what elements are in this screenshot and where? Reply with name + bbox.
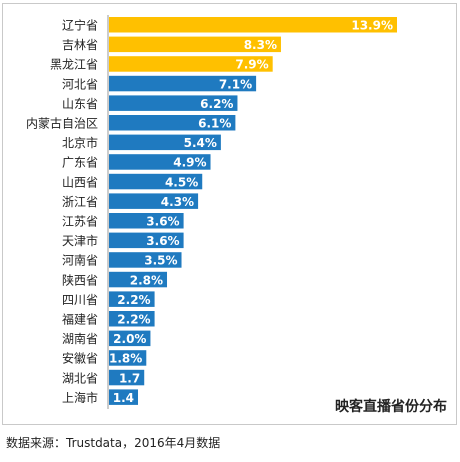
category-label-14: 四川省	[62, 293, 98, 307]
value-label-12: 3.5%	[144, 254, 177, 268]
category-label-7: 广东省	[62, 156, 98, 170]
value-label-16: 2.0%	[113, 332, 146, 346]
value-label-0: 13.9%	[351, 19, 393, 33]
category-label-6: 北京市	[62, 135, 98, 150]
value-label-18: 1.7	[119, 371, 140, 385]
value-label-1: 8.3%	[244, 38, 277, 52]
category-label-4: 山东省	[62, 97, 98, 111]
value-label-3: 7.1%	[219, 77, 252, 91]
category-label-1: 吉林省	[62, 38, 98, 52]
category-label-17: 安徽省	[62, 351, 98, 366]
bar-3	[109, 75, 257, 92]
category-label-13: 陕西省	[62, 272, 98, 287]
bar-12	[109, 252, 182, 268]
value-label-5: 6.1%	[198, 117, 231, 131]
bar-9	[109, 193, 199, 209]
category-label-15: 福建省	[62, 312, 98, 327]
bar-19	[109, 389, 139, 405]
value-label-15: 2.2%	[117, 313, 150, 327]
category-label-10: 江苏省	[62, 215, 98, 229]
bar-6	[109, 134, 221, 151]
bar-0	[109, 17, 397, 33]
bar-15	[109, 311, 155, 327]
bars-layer: 辽宁省 13.9% 吉林省 8.3% 黑龙江省 7.9% 河北省 7.1% 山东省 6.2% 内蒙古…	[26, 15, 397, 409]
category-label-9: 浙江省	[62, 195, 98, 209]
category-label-3: 河北省	[62, 77, 98, 91]
value-label-11: 3.6%	[146, 234, 179, 248]
value-label-7: 4.9%	[173, 156, 206, 170]
chart-title: 映客直播省份分布	[335, 398, 447, 415]
value-label-19: 1.4	[113, 391, 134, 405]
value-label-4: 6.2%	[200, 97, 233, 111]
value-label-17: 1.8%	[109, 352, 142, 366]
category-label-2: 黑龙江省	[50, 58, 98, 72]
category-label-8: 山西省	[62, 175, 98, 189]
footer-source: 数据来源：Trustdata，2016年4月数据	[6, 436, 221, 450]
bar-chart: 辽宁省 13.9% 吉林省 8.3% 黑龙江省 7.9% 河北省 7.1% 山东省 6.2% 内蒙古…	[26, 15, 447, 415]
value-label-10: 3.6%	[146, 215, 179, 229]
value-label-2: 7.9%	[235, 58, 268, 72]
bar-4	[109, 95, 238, 111]
value-label-8: 4.5%	[165, 175, 198, 189]
category-label-0: 辽宁省	[62, 18, 98, 33]
bar-11	[109, 232, 184, 249]
value-label-13: 2.8%	[130, 273, 163, 287]
bar-8	[109, 173, 203, 190]
bar-10	[109, 213, 184, 229]
category-label-12: 河南省	[62, 253, 98, 268]
bar-5	[109, 115, 236, 131]
value-label-9: 4.3%	[161, 195, 194, 209]
category-label-16: 湖南省	[62, 331, 98, 346]
value-label-6: 5.4%	[184, 136, 217, 150]
chart-frame	[2, 3, 457, 425]
value-label-14: 2.2%	[117, 293, 150, 307]
category-label-19: 上海市	[62, 390, 98, 405]
bar-7	[109, 154, 211, 170]
bar-18	[109, 369, 145, 386]
category-label-5: 内蒙古自治区	[26, 116, 98, 131]
bar-1	[109, 36, 281, 53]
category-label-18: 湖北省	[62, 370, 98, 385]
bar-13	[109, 271, 168, 288]
category-label-11: 天津市	[62, 233, 98, 248]
bar-17	[109, 350, 147, 366]
bar-16	[109, 330, 151, 347]
bar-2	[109, 56, 273, 72]
bar-14	[109, 291, 155, 307]
